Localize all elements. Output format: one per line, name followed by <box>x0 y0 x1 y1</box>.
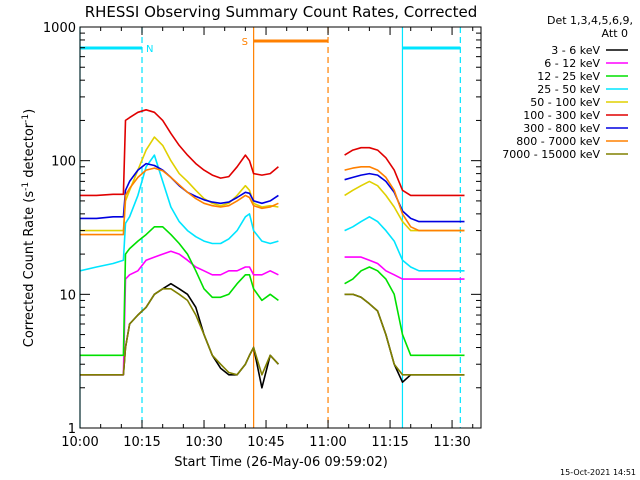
series-line-25-50-kev <box>80 154 465 272</box>
series-line-7000-15000-kev <box>80 288 465 376</box>
y-axis-label: Corrected Count Rate (s-1 detector-1) <box>21 109 37 347</box>
x-tick-label-3: 10:45 <box>247 435 284 450</box>
legend-header-detectors: Det 1,3,4,5,6,9, <box>547 14 633 27</box>
y-tick-label-1: 1 <box>68 422 76 437</box>
x-axis-label: Start Time (26-May-06 09:59:02) <box>174 455 388 470</box>
y-axis-ticks: 1 10 100 1000 <box>43 21 481 437</box>
legend-label-5: 100 - 300 keV <box>523 109 600 122</box>
y-tick-label-100: 100 <box>51 155 76 170</box>
series-line-50-100-kev <box>80 136 465 232</box>
series-line-800-7000-kev <box>80 166 465 236</box>
legend-label-3: 25 - 50 keV <box>537 83 600 96</box>
legend-label-7: 800 - 7000 keV <box>516 135 600 148</box>
x-tick-label-6: 11:30 <box>433 435 470 450</box>
interval-label-S: S <box>242 37 248 48</box>
legend-label-0: 3 - 6 keV <box>551 44 600 57</box>
x-tick-label-2: 10:30 <box>185 435 222 450</box>
observing-intervals: NS <box>79 27 461 428</box>
legend-label-1: 6 - 12 keV <box>544 57 600 70</box>
x-tick-label-1: 10:15 <box>123 435 160 450</box>
x-tick-label-5: 11:15 <box>371 435 408 450</box>
legend-label-6: 300 - 800 keV <box>523 122 600 135</box>
series-line-3-6-kev <box>80 282 465 389</box>
legend-label-2: 12 - 25 keV <box>537 70 600 83</box>
legend-header-attenuator: Att 0 <box>602 27 628 40</box>
legend-label-8: 7000 - 15000 keV <box>502 148 600 161</box>
legend-label-4: 50 - 100 keV <box>530 96 600 109</box>
y-tick-label-10: 10 <box>59 288 76 303</box>
plot-frame <box>79 26 482 429</box>
series-lines <box>80 109 465 389</box>
series-line-12-25-kev <box>80 226 465 357</box>
x-tick-label-0: 10:00 <box>61 435 98 450</box>
footer-date: 15-Oct-2021 14:51 <box>560 468 636 477</box>
x-axis-ticks: 10:00 10:15 10:30 10:45 11:00 11:15 11:30 <box>61 27 474 450</box>
axes <box>79 26 482 429</box>
y-tick-label-1000: 1000 <box>43 21 76 36</box>
series-line-100-300-kev <box>80 109 465 197</box>
series-line-6-12-kev <box>80 250 465 376</box>
chart-title: RHESSI Observing Summary Count Rates, Co… <box>85 3 478 21</box>
interval-label-N: N <box>146 44 153 55</box>
x-tick-label-4: 11:00 <box>309 435 346 450</box>
